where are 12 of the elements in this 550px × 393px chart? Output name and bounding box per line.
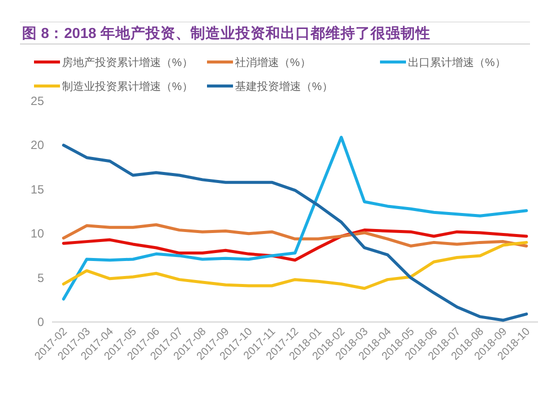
- y-tick-label: 20: [30, 138, 44, 152]
- y-tick-label: 25: [30, 94, 44, 108]
- title: 图 8：2018 年地产投资、制造业投资和出口都维持了很强韧性: [22, 26, 430, 42]
- y-tick-label: 10: [30, 226, 44, 241]
- y-tick-label: 15: [30, 182, 44, 196]
- legend-label: 制造业投资累计增速（%）: [62, 80, 193, 93]
- y-tick-label: 0: [37, 315, 44, 329]
- legend-label: 房地产投资累计增速（%）: [62, 56, 193, 69]
- legend-label: 社消增速（%）: [235, 56, 311, 69]
- legend-label: 出口累计增速（%）: [408, 56, 506, 69]
- legend-label: 基建投资增速（%）: [235, 80, 333, 93]
- y-tick-label: 5: [37, 270, 44, 285]
